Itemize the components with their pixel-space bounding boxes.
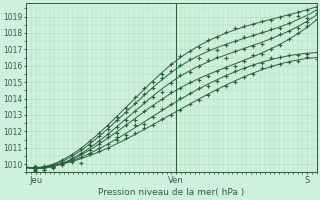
- X-axis label: Pression niveau de la mer( hPa ): Pression niveau de la mer( hPa ): [98, 188, 244, 197]
